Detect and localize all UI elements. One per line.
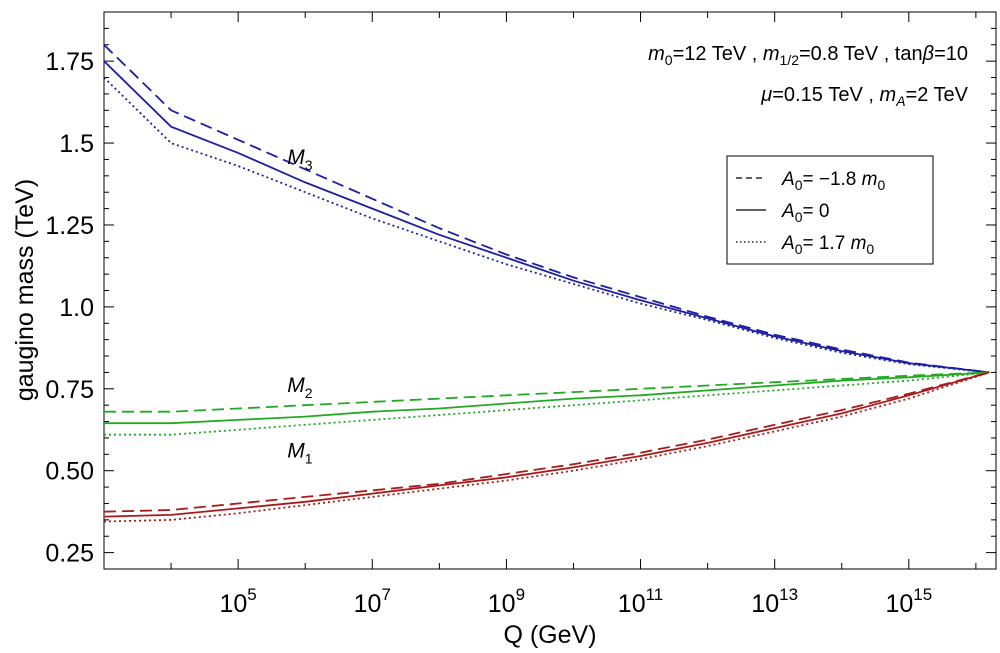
series-curves (103, 44, 990, 523)
series-M1-dashed (103, 371, 990, 513)
text-run: m (648, 43, 665, 65)
parameters-line-2: μ=0.15 TeV , mA​=2 TeV (760, 84, 968, 109)
text-run: β (922, 43, 934, 65)
text-run: =10 (934, 43, 968, 65)
curve-label-M2: M2 (287, 374, 313, 401)
text-run: m (851, 233, 867, 254)
subscript: 1/2 (780, 52, 800, 68)
tick-exponent: 13 (779, 585, 798, 604)
subscript: 0 (866, 241, 874, 257)
legend-label-dotted: A0​= 1.7 m0​ (781, 233, 874, 257)
subscript: A (895, 93, 905, 109)
curve-label-M1: M1 (287, 439, 313, 466)
tick-exponent: 15 (913, 585, 932, 604)
y-tick-label: 0.75 (45, 376, 94, 404)
text-run: =12 TeV , (673, 43, 763, 65)
y-tick-label: 1.5 (59, 130, 94, 158)
text-run: = −1.8 (802, 169, 861, 190)
legend-label-solid: A0​= 0 (781, 201, 829, 225)
x-tick-label: 1015 (885, 585, 932, 618)
text-run: A (781, 201, 795, 222)
y-tick-label: 1.25 (45, 212, 94, 240)
text-run: = 1.7 (802, 233, 850, 254)
axis-tick-labels: 105 107 109 1011 1013 10150.250.500.751.01.25… (45, 48, 932, 618)
subscript: 0 (795, 177, 803, 193)
legend-label-dashed: A0​= −1.8 m0​ (781, 169, 885, 193)
curve-label-subscript: 3 (305, 157, 313, 173)
x-tick-label: 1013 (751, 585, 798, 618)
curve-label-subscript: 2 (305, 385, 313, 401)
text-run: =0.15 TeV , (772, 84, 879, 106)
tick-exponent: 11 (646, 585, 664, 604)
tick-base: 10 (219, 590, 247, 618)
tick-exponent: 5 (247, 585, 256, 604)
curve-label-main: M (287, 146, 305, 169)
x-tick-label: 105 (219, 585, 256, 618)
series-M2-dotted (104, 371, 990, 436)
text-run: μ (760, 84, 772, 106)
legend: A0​= −1.8 m0​ A0​= 0 A0​= 1.7 m0​ (726, 155, 934, 265)
tick-base: 10 (751, 590, 779, 618)
parameters-line-1: m0​=12 TeV , m1/2​=0.8 TeV , tanβ=10 (648, 43, 968, 68)
text-run: m (862, 169, 878, 190)
y-tick-label: 0.25 (45, 540, 94, 568)
x-axis-title: Q (GeV) (503, 621, 596, 649)
subscript: 0 (795, 241, 803, 257)
curve-label-main: M (287, 374, 305, 397)
y-tick-label: 1.0 (59, 294, 94, 322)
y-axis-title: gaugino mass (TeV) (11, 179, 39, 401)
tick-exponent: 7 (381, 585, 390, 604)
text-run: =2 TeV (906, 84, 969, 106)
x-tick-label: 107 (354, 585, 391, 618)
series-M1-dotted (103, 371, 990, 523)
tick-base: 10 (885, 590, 913, 618)
text-run: A (781, 169, 795, 190)
y-tick-label: 1.75 (45, 48, 94, 76)
series-M2-solid (104, 371, 990, 425)
series-M2-dashed (104, 371, 990, 413)
tick-exponent: 9 (516, 585, 525, 604)
text-run: m (880, 84, 897, 106)
curve-label-subscript: 1 (305, 450, 313, 466)
y-tick-label: 0.50 (45, 458, 94, 486)
series-M1-solid (103, 371, 990, 518)
subscript: 0 (795, 209, 803, 225)
series-M3-solid (103, 60, 990, 374)
curve-label-M3: M3 (287, 146, 313, 173)
x-tick-label: 1011 (618, 585, 663, 618)
tick-base: 10 (354, 590, 382, 618)
x-tick-label: 109 (488, 585, 525, 618)
text-run: m (763, 43, 780, 65)
text-run: A (781, 233, 795, 254)
tick-base: 10 (488, 590, 516, 618)
subscript: 0 (877, 177, 885, 193)
subscript: 0 (665, 52, 673, 68)
series-M3-dotted (103, 76, 990, 374)
text-run: = 0 (802, 201, 829, 222)
tick-base: 10 (618, 590, 646, 618)
series-M3-dashed (103, 44, 990, 374)
curve-label-main: M (287, 439, 305, 462)
text-run: =0.8 TeV , tan (799, 43, 923, 65)
axis-ticks (103, 12, 996, 569)
